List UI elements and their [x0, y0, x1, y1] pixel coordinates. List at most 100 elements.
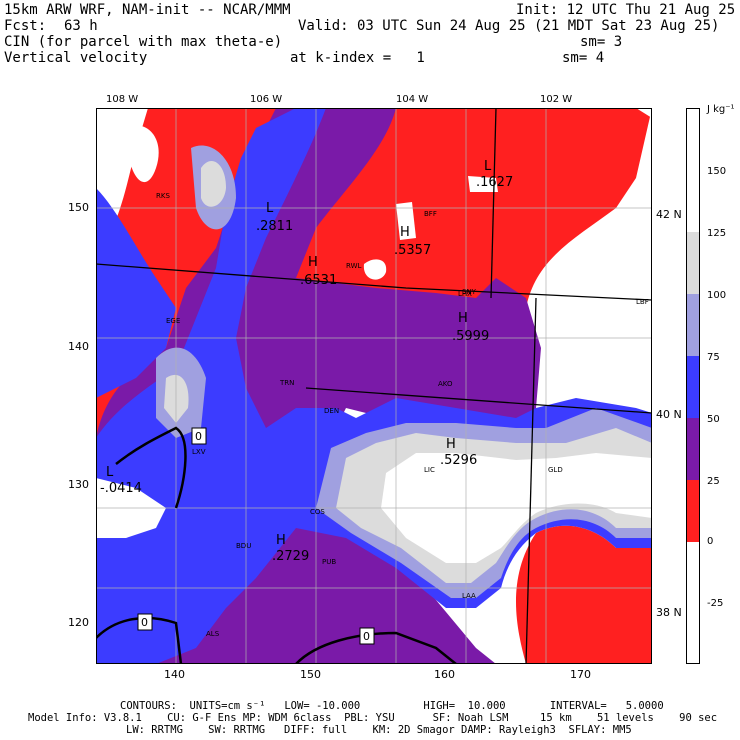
extremum-type: H	[276, 533, 286, 548]
y-tick-130: 130	[68, 478, 89, 491]
extremum-type: L	[484, 159, 492, 174]
colorbar-swatch-0-25	[686, 480, 700, 542]
colorbar-label: 25	[707, 476, 720, 487]
colorbar-swatch-below-0	[686, 542, 700, 664]
x-tick-160: 160	[434, 668, 455, 681]
station-label: GLD	[548, 466, 563, 474]
colorbar-label: 50	[707, 414, 720, 425]
valid-time: Valid: 03 UTC Sun 24 Aug 25 (21 MDT Sat …	[298, 18, 720, 34]
lon-label-102w: 102 W	[540, 94, 573, 105]
colorbar-units: J kg⁻¹	[707, 104, 735, 115]
colorbar-swatch-75-100	[686, 294, 700, 356]
station-label: LXV	[192, 448, 206, 456]
colorbar-label: 0	[707, 536, 714, 547]
extremum-value: -.0414	[100, 481, 142, 496]
colorbar-swatch-125-plus	[686, 108, 700, 232]
extremum-type: H	[308, 255, 318, 270]
colorbar-swatch-100-125	[686, 232, 700, 294]
lon-label-108w: 108 W	[106, 94, 139, 105]
lat-label-38n: 38 N	[656, 606, 682, 619]
station-label: PUB	[322, 558, 336, 566]
county-lines	[96, 108, 652, 664]
colorbar-frame	[686, 108, 700, 664]
colorbar-label: 150	[707, 166, 727, 177]
cin-white-hole-3	[396, 202, 416, 240]
cin-white-hole-1	[468, 176, 498, 192]
extremum-value: .1627	[476, 175, 513, 190]
forecast-label: Fcst:	[4, 18, 47, 34]
extremum-type: L	[106, 465, 114, 480]
map-frame	[96, 108, 652, 664]
station-label: ALS	[206, 630, 220, 638]
extremum-value: .5999	[452, 329, 489, 344]
cin-white-hole-5	[601, 323, 616, 348]
extremum-type: L	[266, 201, 274, 216]
state-borders	[96, 108, 652, 664]
model-info-line-1: Model Info: V3.8.1 CU: G-F Ens MP: WDM 6…	[28, 712, 718, 724]
lat-label-42n: 42 N	[656, 208, 682, 221]
cin-band-50-75-west	[96, 188, 176, 398]
station-label: LBF	[636, 298, 649, 306]
vv-zero-contours	[96, 426, 457, 664]
station-label: DEN	[324, 407, 339, 415]
y-tick-140: 140	[68, 340, 89, 353]
contour-label: 0	[141, 616, 148, 629]
station-label: BFF	[424, 210, 437, 218]
x-tick-150: 150	[300, 668, 321, 681]
cin-white-hole-4	[126, 125, 159, 183]
field-vv-level: at k-index = 1	[290, 50, 425, 66]
cin-band-100-125-north	[201, 160, 226, 207]
station-label: AKO	[438, 380, 453, 388]
cin-white-north-east	[526, 108, 652, 308]
x-tick-170: 170	[570, 668, 591, 681]
contour-label-box	[359, 627, 375, 645]
extremum-type: H	[446, 437, 456, 452]
colorbar-label: 75	[707, 352, 720, 363]
cin-band-0-25-east	[516, 525, 652, 664]
contour-label: 0	[195, 430, 202, 443]
station-label: SNY	[462, 288, 477, 296]
station-label: LHX	[458, 290, 472, 298]
init-time: Init: 12 UTC Thu 21 Aug 25	[516, 2, 736, 18]
field-vv-title: Vertical velocity	[4, 50, 148, 66]
station-label: BDU	[236, 542, 251, 550]
field-cin-smoothing: sm= 3	[580, 34, 623, 50]
cin-white-hole-2	[363, 259, 387, 280]
contour-label-box	[137, 613, 153, 631]
extremum-type: H	[458, 311, 468, 326]
extremum-value: .2729	[272, 549, 309, 564]
colorbar-label: -25	[707, 598, 724, 609]
extremum-value: .5357	[394, 243, 431, 258]
station-label: COS	[310, 508, 325, 516]
lon-label-106w: 106 W	[250, 94, 283, 105]
field-vv-smoothing: sm= 4	[562, 50, 605, 66]
colorbar-swatch-25-50	[686, 418, 700, 480]
model-info-line-2: LW: RRTMG SW: RRTMG DIFF: full KM: 2D Sm…	[126, 724, 632, 736]
extremum-value: .5296	[440, 453, 477, 468]
station-label: LAA	[462, 592, 476, 600]
station-label: LIC	[424, 466, 435, 474]
lon-label-104w: 104 W	[396, 94, 429, 105]
model-title: 15km ARW WRF, NAM-init -- NCAR/MMM	[4, 2, 291, 18]
lat-label-40n: 40 N	[656, 408, 682, 421]
station-label: EGE	[166, 317, 180, 325]
station-label: RWL	[346, 262, 362, 270]
extremum-value: .2811	[256, 219, 293, 234]
contour-info: CONTOURS: UNITS=cm s⁻¹ LOW= -10.000 HIGH…	[120, 700, 664, 712]
field-cin-title: CIN (for parcel with max theta-e)	[4, 34, 283, 50]
contour-label-box	[191, 427, 207, 445]
colorbar-label: 100	[707, 290, 727, 301]
colorbar-label: 125	[707, 228, 727, 239]
forecast-hour: 63 h	[64, 18, 98, 34]
extremum-type: H	[400, 225, 410, 240]
station-label: RKS	[156, 192, 170, 200]
contour-label: 0	[363, 630, 370, 643]
y-tick-150: 150	[68, 201, 89, 214]
y-tick-120: 120	[68, 616, 89, 629]
x-tick-140: 140	[164, 668, 185, 681]
extremum-value: .6531	[300, 273, 337, 288]
colorbar-swatch-50-75	[686, 356, 700, 418]
cin-vertical-velocity-map: L .2811 H .6531 L .1627 H .5357 H .5999 …	[96, 108, 652, 664]
station-label: TRN	[279, 379, 294, 387]
colorbar	[686, 108, 700, 664]
